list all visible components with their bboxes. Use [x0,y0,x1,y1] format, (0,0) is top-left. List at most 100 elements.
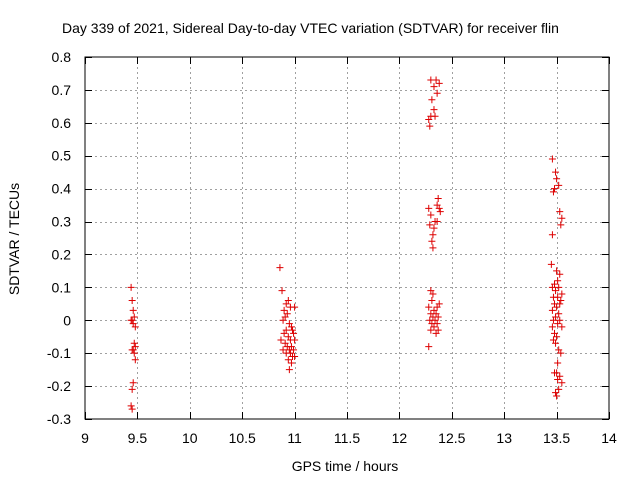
y-tick-label: 0.8 [52,49,72,65]
data-point [551,185,559,193]
data-point [557,221,565,229]
y-tick-label: 0.3 [52,214,72,230]
data-point [425,116,433,124]
data-point [287,359,295,367]
x-tick-label: 10.5 [229,430,256,446]
data-point [554,320,562,328]
data-point [277,336,285,344]
data-point [552,339,560,347]
data-point [549,316,557,324]
data-point [553,267,561,275]
data-point [430,83,438,91]
data-point [130,339,138,347]
data-point [555,283,563,291]
data-point [552,287,560,295]
data-point [553,175,561,183]
data-point [556,208,564,216]
data-point [556,270,564,278]
data-point [554,293,562,301]
data-point [127,402,135,410]
data-point [131,356,139,364]
y-axis-label: SDTVAR / TECUs [6,183,22,295]
data-point [429,290,437,298]
data-point [283,310,291,318]
data-points [127,76,566,413]
x-tick-label: 11 [287,430,302,446]
data-point [287,323,295,331]
data-point [432,329,440,337]
x-tick-label: 9 [81,430,89,446]
data-point [427,326,435,334]
data-point [276,264,284,272]
data-point [558,323,566,331]
data-point [127,283,135,291]
data-point [551,369,559,377]
grid-lines [85,57,609,419]
x-tick-label: 13.5 [543,430,570,446]
chart-title: Day 339 of 2021, Sidereal Day-to-day VTE… [62,20,559,36]
data-point [280,329,288,337]
data-point [279,316,287,324]
data-point [547,260,555,268]
tick-labels: 9 9.5 10 10.5 11 11.5 12 12.5 13 13.5 14 -0.3 -0.2 -0… [47,49,617,446]
data-point [436,208,444,216]
y-tick-label: 0.1 [52,279,72,295]
y-tick-label: 0.6 [52,115,72,131]
data-point [552,389,560,397]
data-point [426,122,434,130]
data-point [428,297,436,305]
data-point [552,168,560,176]
data-point [548,155,556,163]
data-point [285,366,293,374]
data-point [558,290,566,298]
y-tick-label: 0.4 [52,181,72,197]
data-point [432,76,440,84]
data-point [433,89,441,97]
data-point [435,79,443,87]
data-point [554,376,562,384]
data-point [433,303,441,311]
y-tick-label: 0.7 [52,82,72,98]
data-point [279,346,287,354]
y-tick-label: 0 [63,312,71,328]
data-point [548,231,556,239]
data-point [548,306,556,314]
data-point [557,297,565,305]
data-point [130,349,138,357]
data-point [553,333,561,341]
data-point [429,231,437,239]
data-point [558,214,566,222]
data-point [425,303,433,311]
data-point [558,379,566,387]
x-tick-label: 13 [496,430,512,446]
data-point [555,310,563,318]
x-axis-label: GPS time / hours [292,458,399,474]
data-point [128,405,136,413]
x-tick-label: 14 [601,430,617,446]
data-point [290,329,298,337]
y-tick-label: 0.2 [52,246,72,262]
data-point [430,323,438,331]
data-point [128,316,136,324]
x-tick-label: 12 [392,430,408,446]
data-point [428,237,436,245]
x-tick-label: 12.5 [438,430,465,446]
data-point [278,287,286,295]
data-point [291,303,299,311]
data-point [284,356,292,364]
data-point [428,96,436,104]
data-point [433,218,441,226]
data-point [129,379,137,387]
data-point [554,359,562,367]
data-point [426,221,434,229]
data-point [556,300,564,308]
x-tick-label: 10 [182,430,198,446]
data-point [554,277,562,285]
y-tick-label: -0.1 [47,345,71,361]
data-point [425,343,433,351]
data-point [430,106,438,114]
y-tick-label: -0.2 [47,378,71,394]
data-point [128,385,136,393]
